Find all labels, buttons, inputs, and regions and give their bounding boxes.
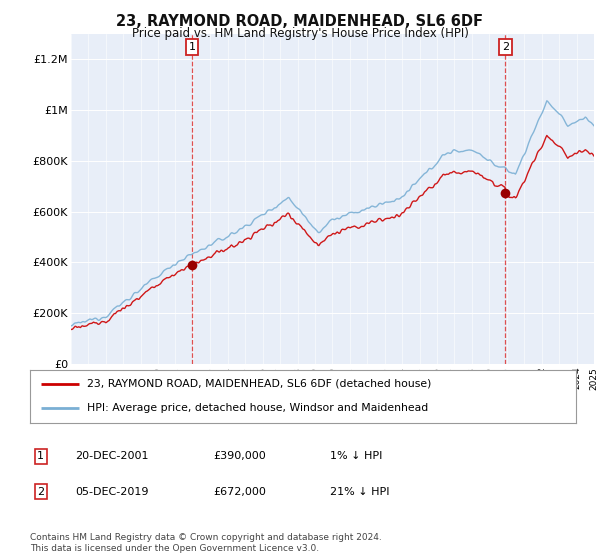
Text: 2: 2 [502,42,509,52]
Text: 23, RAYMOND ROAD, MAIDENHEAD, SL6 6DF (detached house): 23, RAYMOND ROAD, MAIDENHEAD, SL6 6DF (d… [88,379,432,389]
Text: Price paid vs. HM Land Registry's House Price Index (HPI): Price paid vs. HM Land Registry's House … [131,27,469,40]
Text: 1: 1 [37,451,44,461]
Text: 21% ↓ HPI: 21% ↓ HPI [330,487,389,497]
Text: HPI: Average price, detached house, Windsor and Maidenhead: HPI: Average price, detached house, Wind… [88,403,428,413]
Text: £390,000: £390,000 [213,451,266,461]
Text: 1: 1 [188,42,196,52]
Text: 23, RAYMOND ROAD, MAIDENHEAD, SL6 6DF: 23, RAYMOND ROAD, MAIDENHEAD, SL6 6DF [116,14,484,29]
Text: 2: 2 [37,487,44,497]
Text: £672,000: £672,000 [213,487,266,497]
Text: Contains HM Land Registry data © Crown copyright and database right 2024.
This d: Contains HM Land Registry data © Crown c… [30,533,382,553]
Text: 05-DEC-2019: 05-DEC-2019 [75,487,149,497]
Text: 20-DEC-2001: 20-DEC-2001 [75,451,149,461]
Text: 1% ↓ HPI: 1% ↓ HPI [330,451,382,461]
